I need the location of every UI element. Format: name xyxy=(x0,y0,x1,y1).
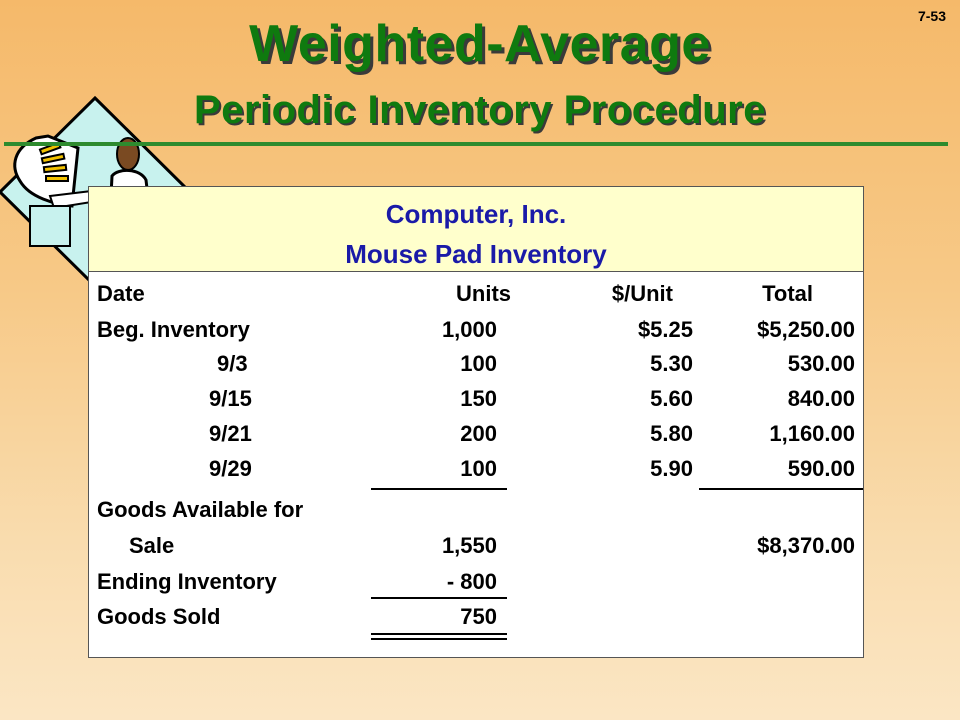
row-label: 9/29 xyxy=(209,456,252,481)
page-subtitle: Periodic Inventory Procedure xyxy=(194,88,766,132)
row-units: 200 xyxy=(460,421,497,446)
row-label: 9/21 xyxy=(209,421,252,446)
page-title: Weighted-Average xyxy=(249,15,711,73)
header-units: Units xyxy=(456,281,511,306)
ending-inventory-label: Ending Inventory xyxy=(97,569,277,594)
title-divider xyxy=(4,142,948,146)
row-label: Beg. Inventory xyxy=(97,317,250,342)
row-units: 100 xyxy=(460,351,497,376)
row-total: 1,160.00 xyxy=(769,421,855,446)
row-units: 150 xyxy=(460,386,497,411)
goods-sold-label: Goods Sold xyxy=(97,604,221,629)
report-name: Mouse Pad Inventory xyxy=(345,239,607,269)
row-unit-cost: $5.25 xyxy=(637,317,693,342)
total-subtotal-rule xyxy=(699,488,863,490)
row-total: 530.00 xyxy=(787,351,855,376)
row-unit-cost: 5.60 xyxy=(650,386,693,411)
goods-sold-units: 750 xyxy=(460,604,497,629)
row-unit-cost: 5.90 xyxy=(650,456,693,481)
header-date: Date xyxy=(97,281,145,306)
header-total: Total xyxy=(762,281,813,306)
inventory-panel: Computer, Inc. Mouse Pad Inventory Date … xyxy=(88,186,864,658)
panel-header: Computer, Inc. Mouse Pad Inventory xyxy=(89,187,863,272)
goods-sold-rule xyxy=(371,597,507,599)
row-unit-cost: 5.30 xyxy=(650,351,693,376)
header-unit-cost: $/Unit xyxy=(611,281,673,306)
goods-available-label-cont: Sale xyxy=(129,533,175,558)
slide-number: 7-53 xyxy=(917,8,946,24)
row-label: 9/15 xyxy=(209,386,252,411)
ending-inventory-units: - 800 xyxy=(446,569,497,594)
goods-available-total: $8,370.00 xyxy=(757,533,855,558)
double-rule-bottom xyxy=(371,638,507,640)
units-subtotal-rule xyxy=(371,488,507,490)
row-total: 840.00 xyxy=(787,386,855,411)
row-total: 590.00 xyxy=(787,456,855,481)
row-units: 1,000 xyxy=(441,317,497,342)
row-unit-cost: 5.80 xyxy=(650,421,693,446)
row-label: 9/3 xyxy=(217,351,248,376)
company-name: Computer, Inc. xyxy=(385,199,567,229)
goods-available-label: Goods Available for xyxy=(97,497,304,522)
row-units: 100 xyxy=(460,456,497,481)
goods-available-units: 1,550 xyxy=(441,533,497,558)
row-total: $5,250.00 xyxy=(757,317,855,342)
double-rule-top xyxy=(371,633,507,635)
